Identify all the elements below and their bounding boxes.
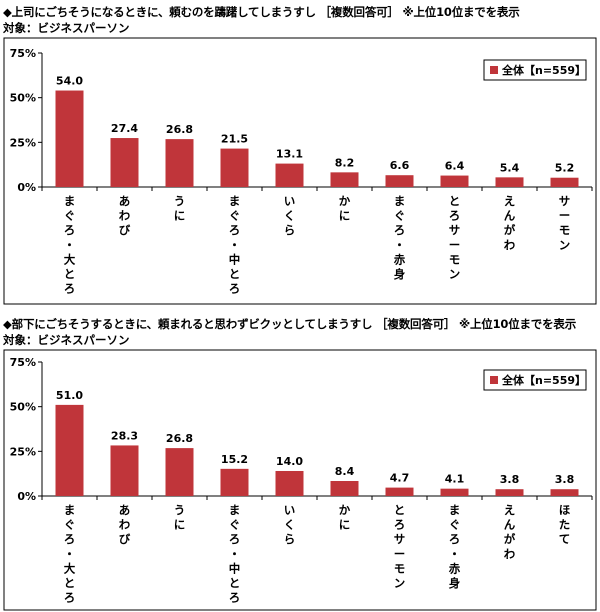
data-label: 3.8: [500, 473, 520, 486]
bar: [495, 489, 524, 496]
chart-title: ◆上司にごちそうになるときに、頼むのを躊躇してしまうすし ［複数回答可］ ※上位…: [3, 5, 520, 19]
data-label: 26.8: [166, 432, 193, 445]
category-label: まぐろ・赤身: [394, 194, 406, 281]
data-label: 4.1: [445, 473, 465, 486]
y-tick-label: 25%: [10, 445, 36, 458]
category-label: まぐろ・大とろ: [64, 503, 76, 605]
y-tick-label: 0%: [17, 490, 36, 503]
y-tick-label: 50%: [10, 92, 36, 105]
legend-swatch: [490, 376, 498, 384]
bar: [440, 488, 469, 496]
category-label: いくら: [284, 503, 296, 546]
legend-box: [483, 59, 587, 81]
y-tick-label: 75%: [10, 47, 36, 60]
bar-chart-plot: 75% 50% 25% 0% 51.0 まぐろ・大とろ 28.3 あわび 26.8 うに 15.2 ま…: [3, 349, 597, 611]
bar: [55, 404, 84, 496]
chart-frame: [3, 37, 597, 305]
bar: [440, 175, 469, 187]
legend-box: [483, 369, 587, 391]
category-label: いくら: [284, 194, 296, 237]
bar: [550, 489, 579, 496]
bar: [330, 480, 359, 496]
category-label: まぐろ・大とろ: [64, 194, 76, 296]
bar: [275, 470, 304, 496]
data-label: 8.2: [335, 156, 355, 169]
category-label: ほたて: [559, 503, 571, 546]
data-label: 54.0: [56, 75, 83, 88]
data-label: 15.2: [221, 453, 248, 466]
data-label: 5.2: [555, 162, 575, 175]
data-label: 21.5: [221, 133, 248, 146]
chart-subtitle: 対象：ビジネスパーソン: [3, 333, 130, 347]
category-label: あわび: [119, 503, 131, 546]
data-label: 26.8: [166, 123, 193, 136]
bar: [165, 139, 194, 187]
category-label: えんがわ: [504, 194, 516, 252]
bar: [220, 148, 249, 187]
bar: [110, 445, 139, 496]
bar: [275, 163, 304, 187]
category-label: まぐろ・赤身: [449, 503, 461, 590]
data-label: 6.4: [445, 160, 465, 173]
chart-top: ◆上司にごちそうになるときに、頼むのを躊躇してしまうすし ［複数回答可］ ※上位…: [3, 5, 597, 305]
bar-chart-plot: 75% 50% 25% 0% 54.0 まぐろ・大とろ 27.4 あわび 26.8 うに 21.5 ま…: [3, 37, 597, 305]
category-label: うに: [174, 503, 186, 532]
y-tick-label: 75%: [10, 356, 36, 369]
category-label: とろサーモン: [394, 503, 406, 590]
data-label: 5.4: [500, 161, 520, 174]
bar: [550, 177, 579, 187]
data-label: 14.0: [276, 455, 303, 468]
bar: [495, 177, 524, 187]
bar: [385, 487, 414, 496]
bar: [330, 172, 359, 187]
chart-subtitle: 対象：ビジネスパーソン: [3, 21, 130, 35]
legend-swatch: [490, 66, 498, 74]
category-label: えんがわ: [504, 503, 516, 561]
category-label: かに: [339, 503, 351, 532]
bar: [165, 448, 194, 496]
bar: [220, 468, 249, 496]
legend-label: 全体【n=559】: [501, 373, 586, 387]
category-label: かに: [339, 194, 351, 223]
data-label: 3.8: [555, 473, 575, 486]
data-label: 8.4: [335, 465, 355, 478]
bar: [55, 90, 84, 187]
legend-label: 全体【n=559】: [501, 63, 586, 77]
category-label: サーモン: [559, 194, 571, 252]
data-label: 51.0: [56, 389, 83, 402]
chart-title: ◆部下にごちそうするときに、頼まれると思わずビクッとしてしまうすし ［複数回答可…: [3, 317, 577, 331]
category-label: とろサーモン: [449, 194, 461, 281]
data-label: 27.4: [111, 122, 138, 135]
bar: [385, 175, 414, 187]
chart-bottom: ◆部下にごちそうするときに、頼まれると思わずビクッとしてしまうすし ［複数回答可…: [0, 312, 600, 612]
data-label: 28.3: [111, 429, 138, 442]
y-tick-label: 25%: [10, 136, 36, 149]
legend: 全体【n=559】: [483, 369, 587, 391]
y-tick-label: 0%: [17, 181, 36, 194]
data-label: 13.1: [276, 148, 303, 161]
legend: 全体【n=559】: [483, 59, 587, 81]
category-label: まぐろ・中とろ: [229, 194, 241, 296]
bar: [110, 138, 139, 187]
data-label: 4.7: [390, 472, 410, 485]
category-label: うに: [174, 194, 186, 223]
data-label: 6.6: [390, 159, 410, 172]
category-label: まぐろ・中とろ: [229, 503, 241, 605]
chart-frame: [3, 349, 597, 611]
category-label: あわび: [119, 194, 131, 237]
y-tick-label: 50%: [10, 401, 36, 414]
